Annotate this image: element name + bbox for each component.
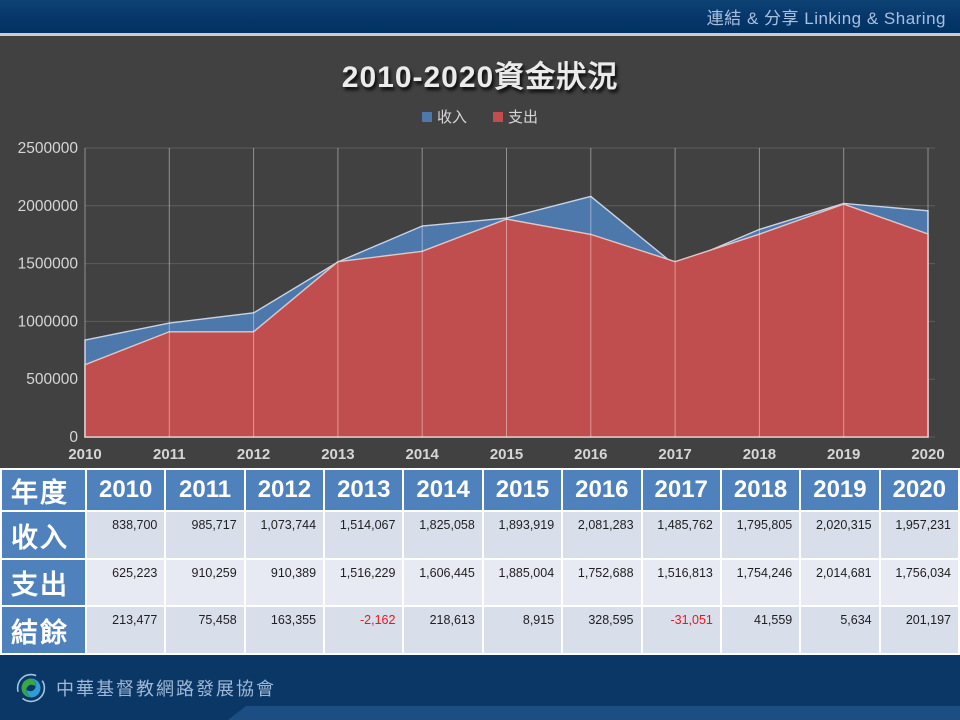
svg-text:2020: 2020 bbox=[911, 446, 944, 463]
svg-text:2019: 2019 bbox=[827, 446, 860, 463]
balance-row-label: 結餘 bbox=[2, 607, 85, 653]
year-header-cell: 2016 bbox=[563, 470, 641, 511]
table-cell: 5,634 bbox=[801, 607, 879, 653]
svg-text:2010: 2010 bbox=[68, 446, 101, 463]
table-cell: 1,825,058 bbox=[404, 512, 482, 558]
table-cell: -31,051 bbox=[642, 607, 720, 653]
income-swatch-icon bbox=[421, 111, 432, 122]
table-cell: 1,795,805 bbox=[721, 512, 800, 558]
year-header-cell: 2019 bbox=[801, 470, 879, 511]
table-cell: 2,020,315 bbox=[801, 512, 879, 558]
table-cell: 213,477 bbox=[87, 607, 165, 653]
svg-text:2011: 2011 bbox=[153, 446, 186, 463]
svg-text:500000: 500000 bbox=[26, 371, 78, 388]
table-cell: 218,613 bbox=[404, 607, 482, 653]
table-cell: 201,197 bbox=[880, 607, 958, 653]
year-header-cell: 2014 bbox=[404, 470, 482, 511]
svg-text:2014: 2014 bbox=[406, 446, 440, 463]
table-cell: 1,606,445 bbox=[404, 559, 482, 606]
year-header-cell: 2012 bbox=[245, 470, 324, 511]
table-cell: -2,162 bbox=[325, 607, 403, 653]
chart-title: 2010-2020資金狀況 bbox=[341, 61, 619, 94]
svg-text:2018: 2018 bbox=[743, 446, 776, 463]
funds-table: 年度 2010 2011 2012 2013 2014 2015 2016 2017 2018 2… bbox=[0, 468, 960, 655]
svg-text:1000000: 1000000 bbox=[18, 313, 79, 330]
svg-text:2017: 2017 bbox=[658, 446, 691, 463]
legend-item-expense: 支出 bbox=[493, 106, 538, 127]
funds-table-section: 年度 2010 2011 2012 2013 2014 2015 2016 2017 2018 2… bbox=[0, 468, 960, 655]
table-row-income: 收入 838,700 985,717 1,073,744 1,514,067 1,825… bbox=[2, 512, 958, 558]
table-cell: 1,514,067 bbox=[325, 512, 403, 558]
svg-text:2500000: 2500000 bbox=[18, 140, 79, 157]
table-cell: 2,081,283 bbox=[563, 512, 641, 558]
legend-income-label: 收入 bbox=[436, 109, 467, 126]
table-cell: 985,717 bbox=[166, 512, 244, 558]
svg-text:0: 0 bbox=[69, 429, 78, 446]
footer-bar: 中華基督教網路發展協會 bbox=[0, 655, 960, 720]
legend-expense-label: 支出 bbox=[508, 109, 539, 126]
table-cell: 1,885,004 bbox=[483, 559, 562, 606]
top-bar: 連結 & 分享 Linking & Sharing bbox=[0, 0, 960, 33]
expense-swatch-icon bbox=[493, 111, 503, 122]
table-row-balance: 結餘 213,477 75,458 163,355 -2,162 218,613 8,91… bbox=[2, 607, 958, 653]
expense-row-label: 支出 bbox=[2, 559, 85, 606]
table-cell: 1,756,034 bbox=[880, 559, 958, 606]
org-logo-icon bbox=[16, 673, 46, 702]
year-header-cell: 2011 bbox=[166, 470, 244, 511]
svg-text:2013: 2013 bbox=[321, 446, 354, 463]
footer-accent-band bbox=[228, 706, 960, 720]
chart-area: 2010-2020資金狀況 收入 支出 0 500000 1000000 150000… bbox=[0, 36, 960, 468]
year-header-cell: 2015 bbox=[483, 470, 562, 511]
table-cell: 1,516,229 bbox=[325, 559, 403, 606]
table-cell: 1,485,762 bbox=[642, 512, 720, 558]
legend-item-income: 收入 bbox=[421, 106, 467, 127]
year-header-cell: 2020 bbox=[880, 470, 958, 511]
table-cell: 1,893,919 bbox=[483, 512, 562, 558]
table-cell: 910,259 bbox=[166, 559, 244, 606]
table-cell: 8,915 bbox=[483, 607, 562, 653]
table-corner-year-label: 年度 bbox=[2, 470, 85, 511]
svg-text:2000000: 2000000 bbox=[18, 198, 79, 215]
slide-header-title: 連結 & 分享 Linking & Sharing bbox=[706, 9, 946, 28]
svg-text:2016: 2016 bbox=[574, 446, 607, 463]
area-chart-plot: 0 500000 1000000 1500000 2000000 2500000 2010 2… bbox=[18, 140, 945, 463]
table-cell: 1,752,688 bbox=[563, 559, 641, 606]
table-cell: 2,014,681 bbox=[801, 559, 879, 606]
income-row-label: 收入 bbox=[2, 512, 85, 558]
year-header-cell: 2010 bbox=[87, 470, 165, 511]
table-row-expense: 支出 625,223 910,259 910,389 1,516,229 1,606,4… bbox=[2, 559, 958, 606]
year-header-cell: 2018 bbox=[721, 470, 800, 511]
svg-text:2012: 2012 bbox=[237, 446, 270, 463]
table-cell: 838,700 bbox=[87, 512, 165, 558]
table-header-row: 年度 2010 2011 2012 2013 2014 2015 2016 2017 2018 2… bbox=[2, 470, 958, 511]
table-cell: 41,559 bbox=[721, 607, 800, 653]
org-name: 中華基督教網路發展協會 bbox=[56, 678, 276, 699]
table-cell: 1,957,231 bbox=[880, 512, 958, 558]
svg-text:2015: 2015 bbox=[490, 446, 523, 463]
table-cell: 625,223 bbox=[87, 559, 165, 606]
table-cell: 1,516,813 bbox=[642, 559, 720, 606]
table-cell: 328,595 bbox=[563, 607, 641, 653]
table-cell: 1,073,744 bbox=[245, 512, 324, 558]
chart-legend: 收入 支出 bbox=[0, 106, 960, 127]
table-cell: 163,355 bbox=[245, 607, 324, 653]
year-header-cell: 2017 bbox=[642, 470, 720, 511]
table-cell: 910,389 bbox=[245, 559, 324, 606]
table-cell: 75,458 bbox=[166, 607, 244, 653]
svg-text:1500000: 1500000 bbox=[18, 256, 79, 273]
header-divider bbox=[0, 33, 960, 36]
year-header-cell: 2013 bbox=[325, 470, 403, 511]
table-cell: 1,754,246 bbox=[721, 559, 800, 606]
